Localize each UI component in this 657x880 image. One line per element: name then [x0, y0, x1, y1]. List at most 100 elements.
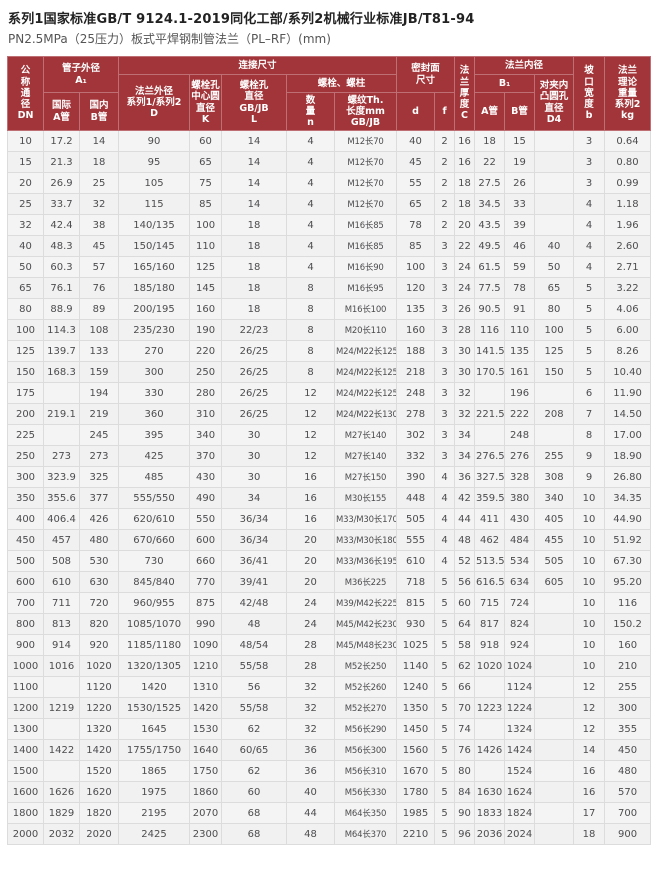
table-cell: 219 — [78, 403, 120, 425]
table-cell: 2036 — [474, 823, 506, 845]
table-cell: 90 — [118, 130, 191, 152]
table-cell: 125 — [534, 340, 575, 362]
table-row: 125 139.7 133 270 220 26/25 8 M24/M22长125 188 3 30… — [7, 340, 652, 362]
table-cell: 555 — [396, 529, 436, 551]
table-cell: 65 — [534, 277, 575, 299]
table-cell: 115 — [118, 193, 191, 215]
table-cell: 248 — [504, 424, 536, 446]
table-cell: 700 — [604, 802, 652, 824]
table-cell: 76 — [454, 739, 476, 761]
table-row: 20 26.9 25 105 75 14 4 M12长70 55 2 18 27.5 26 3 0.99 — [7, 172, 652, 194]
table-cell: 30 — [454, 340, 476, 362]
table-cell: 824 — [504, 613, 536, 635]
table-cell: 160 — [604, 634, 652, 656]
table-cell: 90.5 — [474, 298, 506, 320]
table-cell: 1025 — [396, 634, 436, 656]
table-cell: 34 — [454, 424, 476, 446]
table-cell: 616.5 — [474, 571, 506, 593]
table-cell: 221.5 — [474, 403, 506, 425]
table-cell: 2000 — [7, 823, 44, 845]
table-cell: 4 — [573, 214, 606, 236]
table-cell: 1420 — [189, 697, 223, 719]
table-cell: 64 — [454, 613, 476, 635]
table-cell: 6 — [573, 382, 606, 404]
table-cell: 220 — [189, 340, 223, 362]
table-cell: 4 — [573, 256, 606, 278]
table-cell: 12 — [573, 718, 606, 740]
table-cell: 370 — [189, 445, 223, 467]
table-cell: 150 — [7, 361, 44, 383]
table-cell: 18 — [221, 214, 288, 236]
table-cell: M16长85 — [334, 214, 398, 236]
table-cell: 58 — [454, 634, 476, 656]
table-cell: 78 — [396, 214, 436, 236]
table-cell: 100 — [189, 214, 223, 236]
table-cell: 150/145 — [118, 235, 191, 257]
table-cell: 15 — [504, 130, 536, 152]
table-cell: 300 — [604, 697, 652, 719]
table-cell: 2210 — [396, 823, 436, 845]
table-cell: 5 — [434, 697, 456, 719]
table-cell: 12 — [286, 445, 336, 467]
table-cell: 5 — [434, 823, 456, 845]
table-cell — [474, 424, 506, 446]
table-cell: 276 — [504, 445, 536, 467]
table-row: 1200 1219 1220 1530/1525 1420 55/58 32 M52长270 1… — [7, 697, 652, 719]
table-cell: 24 — [286, 592, 336, 614]
table-cell: 1320 — [78, 718, 120, 740]
table-cell — [474, 760, 506, 782]
table-cell: 5 — [434, 613, 456, 635]
table-cell: 1100 — [7, 676, 44, 698]
table-row: 700 711 720 960/955 875 42/48 24 M39/M42长225 815… — [7, 592, 652, 614]
table-cell: 59 — [504, 256, 536, 278]
table-cell: 4 — [434, 466, 456, 488]
header-seal-face: 密封面 尺寸 — [396, 56, 456, 93]
table-cell: 300 — [118, 361, 191, 383]
table-cell: 1620 — [78, 781, 120, 803]
table-cell: 340 — [189, 424, 223, 446]
table-cell: 33 — [504, 193, 536, 215]
table-cell: 8 — [286, 361, 336, 383]
table-row: 32 42.4 38 140/135 100 18 4 M16长85 78 2 20 43.5 39 4 1… — [7, 214, 652, 236]
table-cell: 16 — [286, 466, 336, 488]
table-cell: 160 — [396, 319, 436, 341]
table-cell — [43, 382, 80, 404]
table-cell: 1800 — [7, 802, 44, 824]
table-cell: 3 — [573, 151, 606, 173]
table-cell: 40 — [534, 235, 575, 257]
table-cell: M45/M48长230 — [334, 634, 398, 656]
table-cell: 800 — [7, 613, 44, 635]
table-cell: 60 — [189, 130, 223, 152]
table-cell: 5 — [573, 340, 606, 362]
table-row: 200 219.1 219 360 310 26/25 12 M24/M22长130 278 3 3… — [7, 403, 652, 425]
table-row: 150 168.3 159 300 250 26/25 8 M24/M22长125 218 3 30… — [7, 361, 652, 383]
table-cell: 390 — [396, 466, 436, 488]
table-cell: 14 — [221, 130, 288, 152]
table-cell: 10 — [573, 487, 606, 509]
table-cell — [43, 760, 80, 782]
table-cell: 24 — [454, 277, 476, 299]
table-cell: 145 — [189, 277, 223, 299]
table-cell: 51.92 — [604, 529, 652, 551]
table-cell: 7 — [573, 403, 606, 425]
table-cell: 26/25 — [221, 403, 288, 425]
table-cell: 16 — [454, 151, 476, 173]
header-d4: 对夹内 凸圆孔 直径 D4 — [534, 74, 575, 131]
table-cell: 18 — [474, 130, 506, 152]
table-row: 800 813 820 1085/1070 990 48 24 M45/M42长230 930 5… — [7, 613, 652, 635]
table-cell: 125 — [7, 340, 44, 362]
header-bolts: 螺栓、螺柱 — [286, 74, 398, 93]
table-cell: 26 — [454, 298, 476, 320]
table-cell: 28 — [286, 634, 336, 656]
table-cell: 3 — [434, 361, 456, 383]
table-cell: 10 — [573, 529, 606, 551]
table-cell: 300 — [7, 466, 44, 488]
table-cell: 95 — [118, 151, 191, 173]
table-cell: 815 — [396, 592, 436, 614]
table-cell: 135 — [396, 298, 436, 320]
table-cell: 17.00 — [604, 424, 652, 446]
table-cell: 1020 — [78, 655, 120, 677]
table-row: 80 88.9 89 200/195 160 18 8 M16长100 135 3 26 90.5 91… — [7, 298, 652, 320]
table-cell: 1750 — [189, 760, 223, 782]
table-cell: 150.2 — [604, 613, 652, 635]
